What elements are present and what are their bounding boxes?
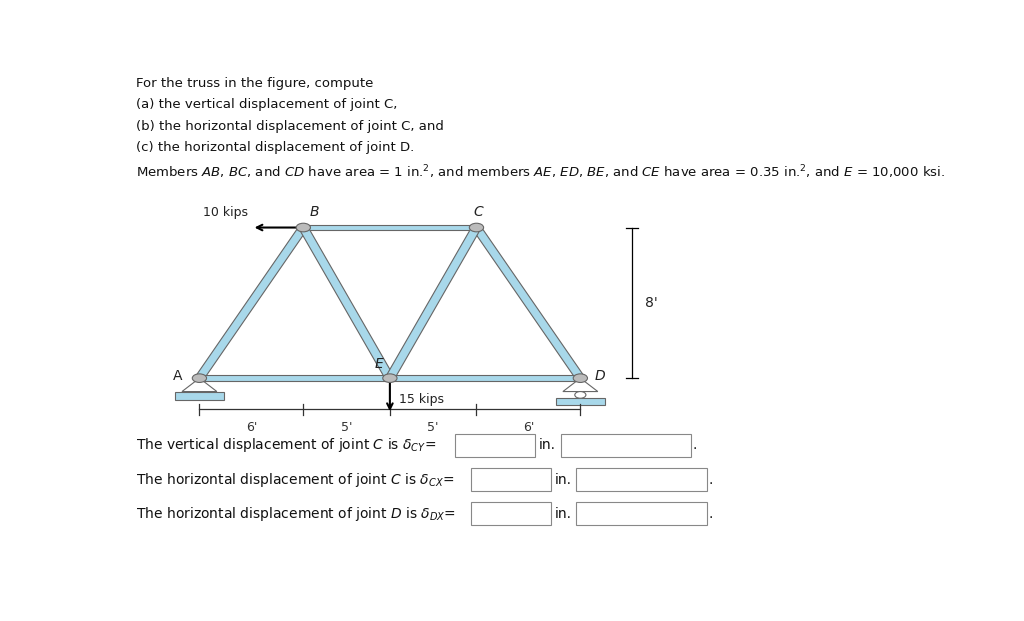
Text: The horizontal displacement of joint $\mathit{C}$ is $\mathit{\delta}_{CX}$=: The horizontal displacement of joint $\m… <box>136 471 455 489</box>
Polygon shape <box>200 375 390 381</box>
Circle shape <box>573 374 588 383</box>
Text: The horizontal displacement of joint $\mathit{D}$ is $\mathit{\delta}_{DX}$=: The horizontal displacement of joint $\m… <box>136 505 456 523</box>
Text: 10 kips: 10 kips <box>203 206 248 219</box>
Text: 6': 6' <box>246 420 257 433</box>
Text: 8': 8' <box>645 296 657 310</box>
Text: 15 kips: 15 kips <box>399 393 444 406</box>
Text: (c) the horizontal displacement of joint D.: (c) the horizontal displacement of joint… <box>136 142 414 155</box>
Text: 5': 5' <box>427 420 439 433</box>
FancyBboxPatch shape <box>471 502 551 525</box>
Text: The vertical displacement of joint $\mathit{C}$ is $\mathit{\delta}_{CY}$=: The vertical displacement of joint $\mat… <box>136 436 436 454</box>
FancyBboxPatch shape <box>577 468 707 491</box>
Text: (Click to select) ∨: (Click to select) ∨ <box>589 507 693 520</box>
Circle shape <box>469 223 483 232</box>
Text: D: D <box>595 369 605 383</box>
Text: Members $\mathit{AB}$, $\mathit{BC}$, and $\mathit{CD}$ have area = 1 in.$^2$, a: Members $\mathit{AB}$, $\mathit{BC}$, an… <box>136 163 945 181</box>
Text: For the truss in the figure, compute: For the truss in the figure, compute <box>136 77 374 90</box>
Text: .: . <box>709 507 713 521</box>
Polygon shape <box>390 375 581 381</box>
FancyBboxPatch shape <box>577 502 707 525</box>
FancyBboxPatch shape <box>556 398 605 405</box>
Polygon shape <box>472 227 585 379</box>
Polygon shape <box>182 378 217 392</box>
FancyBboxPatch shape <box>175 392 224 400</box>
Circle shape <box>574 392 586 398</box>
FancyBboxPatch shape <box>455 433 536 456</box>
FancyBboxPatch shape <box>471 468 551 491</box>
Text: .: . <box>709 473 713 486</box>
Text: A: A <box>172 369 182 383</box>
Text: in.: in. <box>555 473 572 486</box>
Polygon shape <box>563 378 598 392</box>
Polygon shape <box>195 227 307 379</box>
Polygon shape <box>303 225 476 230</box>
Text: 6': 6' <box>522 420 535 433</box>
Text: (b) the horizontal displacement of joint C, and: (b) the horizontal displacement of joint… <box>136 120 443 133</box>
Polygon shape <box>385 227 481 379</box>
Text: in.: in. <box>539 438 556 452</box>
Circle shape <box>193 374 207 383</box>
Circle shape <box>296 223 310 232</box>
Text: (a) the vertical displacement of joint C,: (a) the vertical displacement of joint C… <box>136 98 397 111</box>
Text: in.: in. <box>555 507 572 521</box>
Text: .: . <box>692 438 696 452</box>
FancyBboxPatch shape <box>560 433 690 456</box>
Text: B: B <box>309 205 319 219</box>
Text: (Click to select) ∨: (Click to select) ∨ <box>589 473 693 486</box>
Polygon shape <box>299 227 394 379</box>
Circle shape <box>383 374 397 383</box>
Text: C: C <box>473 205 483 219</box>
Text: 5': 5' <box>341 420 352 433</box>
Text: (Click to select) ∨: (Click to select) ∨ <box>573 438 678 451</box>
Text: E: E <box>375 356 384 371</box>
